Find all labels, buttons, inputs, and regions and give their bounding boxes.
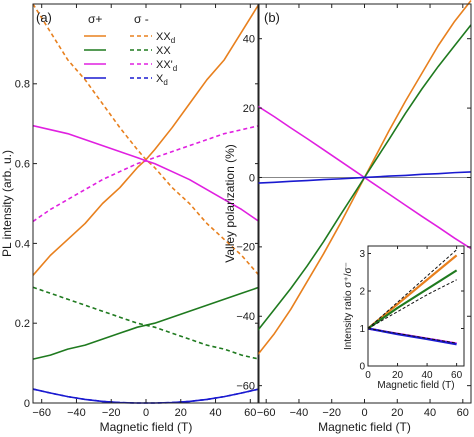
x-tick-label: 60	[451, 370, 463, 381]
x-tick-label: 40	[422, 370, 434, 381]
y-tick-label: 1	[359, 324, 365, 335]
y-tick-label: 0.8	[15, 79, 30, 91]
y-axis-label: PL intensity (arb. u.)	[0, 150, 14, 257]
y-tick-label: 0.6	[15, 158, 30, 170]
x-tick-label: 0	[365, 370, 371, 381]
panel-b-label: (b)	[264, 10, 280, 25]
series-line-5	[32, 124, 260, 223]
x-tick-label: −60	[32, 407, 51, 419]
fit-line-1	[367, 279, 457, 329]
series-line-2	[32, 286, 260, 360]
x-tick-label: −60	[257, 407, 276, 419]
legend-header-plus: σ+	[88, 12, 102, 26]
series-line-1	[367, 269, 458, 330]
x-tick-label: 60	[244, 407, 256, 419]
series-line-3	[32, 286, 260, 360]
y-tick-label: −60	[236, 381, 255, 393]
y-tick-label: 40	[243, 34, 255, 46]
panel-b-inset: 0 20 40 60 0 1 2 3 Magnetic field (T) Intensity r…	[343, 245, 465, 391]
x-tick-label: 20	[175, 407, 187, 419]
series-line-0	[367, 254, 458, 330]
x-tick-label: 20	[392, 370, 404, 381]
y-tick-label: 0.2	[15, 318, 30, 330]
x-tick-label: −40	[67, 407, 86, 419]
legend-label: XX'd	[156, 59, 177, 73]
x-tick-label: 0	[143, 407, 149, 419]
x-tick-label: 0	[361, 407, 367, 419]
x-tick-label: 40	[209, 407, 221, 419]
y-tick-label: 2	[359, 287, 365, 298]
y-tick-label: 0	[249, 172, 255, 184]
x-tick-label: 60	[457, 407, 469, 419]
x-axis-label: Magnetic field (T)	[100, 420, 193, 434]
y-axis-label: Valley polarization (%)	[223, 144, 237, 263]
y-axis-label: Intensity ratio σ⁺/σ⁻	[343, 262, 354, 350]
legend-label: Xd	[156, 73, 168, 87]
panel-a: −60 −40 −20 0 20 40 60 0 0.2 0.4 0.6 0.8 Magnetic fi…	[0, 3, 260, 434]
legend-entry-XX: XX	[84, 45, 171, 57]
panel-a-label: (a)	[36, 10, 52, 25]
x-tick-label: −20	[322, 407, 341, 419]
x-tick-label: −40	[290, 407, 309, 419]
axes-frame	[367, 245, 465, 367]
y-tick-label: 0	[24, 398, 30, 410]
x-axis-label: Magnetic field (T)	[377, 380, 454, 391]
legend-label-subscript: d	[171, 36, 175, 45]
y-tick-label: 3	[359, 249, 365, 260]
legend-label-subscript: d	[163, 78, 167, 87]
legend-entry-X_d: Xd	[84, 73, 168, 87]
legend-entry-XX_d: XXd	[84, 31, 175, 45]
x-axis-label: Magnetic field (T)	[318, 420, 411, 434]
legend-label-subscript: d	[173, 64, 177, 73]
y-tick-label: −20	[236, 242, 255, 254]
plot-background	[368, 246, 464, 366]
y-tick-label: 0.4	[15, 238, 30, 250]
legend-entry-XXp_d: XX'd	[84, 59, 177, 73]
y-tick-label: 0	[359, 362, 365, 373]
y-tick-label: 20	[243, 103, 255, 115]
legend-label: XX	[156, 45, 171, 57]
series-line-3	[257, 171, 472, 184]
x-tick-label: −20	[102, 407, 121, 419]
x-tick-label: 40	[424, 407, 436, 419]
legend-label: XXd	[156, 31, 175, 45]
legend-header-minus: σ -	[134, 12, 149, 26]
x-tick-label: 20	[391, 407, 403, 419]
y-tick-label: −40	[236, 311, 255, 323]
series-line-1	[32, 3, 260, 276]
